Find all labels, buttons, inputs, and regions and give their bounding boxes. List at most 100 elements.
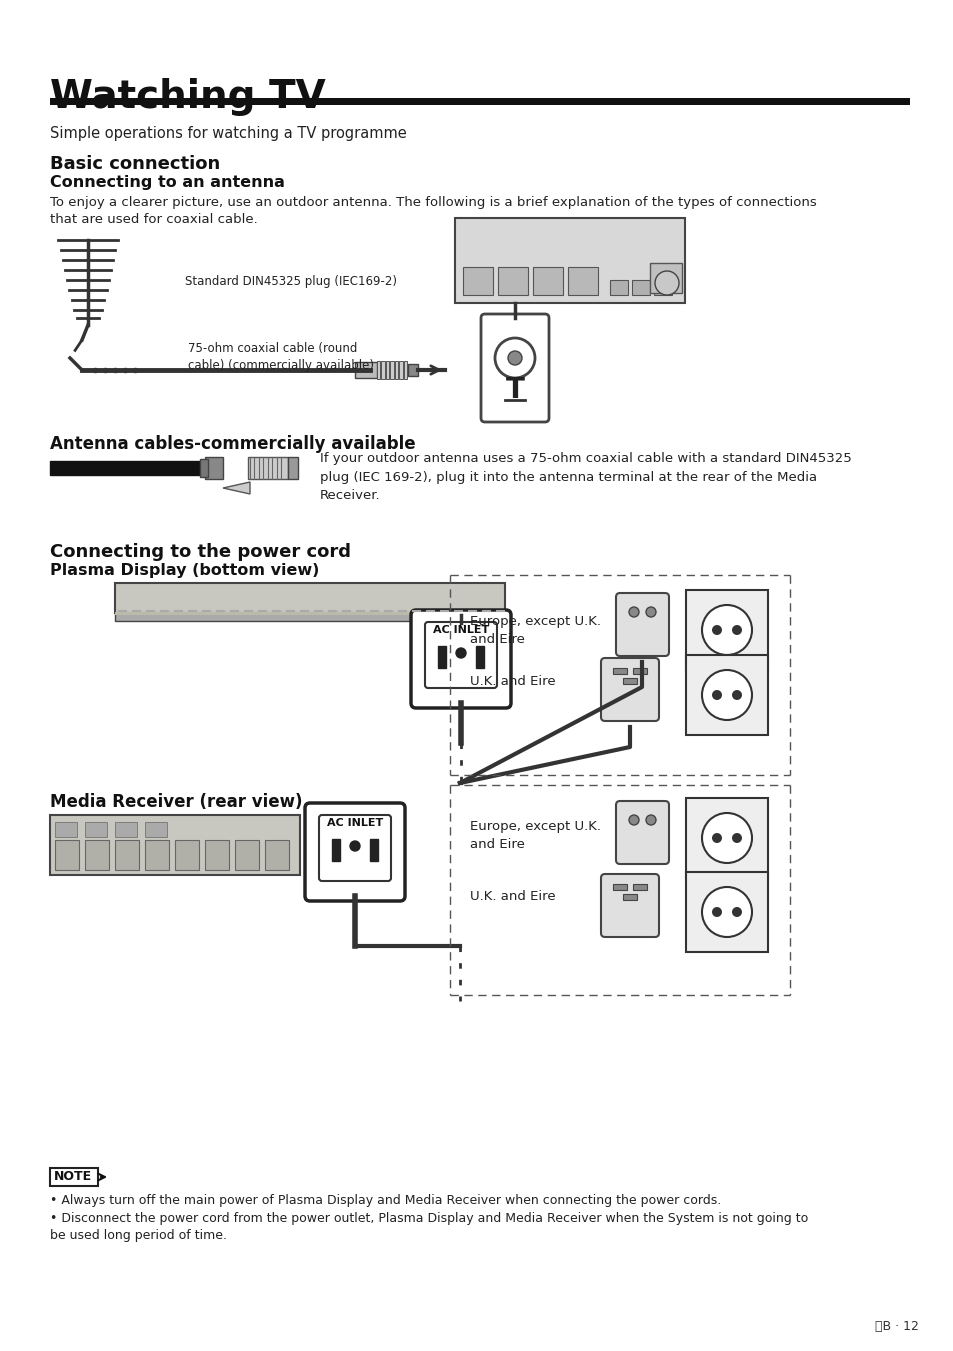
Text: • Disconnect the power cord from the power outlet, Plasma Display and Media Rece: • Disconnect the power cord from the pow… [50,1212,807,1242]
Bar [265,840,289,870]
Bar [685,590,767,670]
Circle shape [701,670,751,720]
Bar [613,884,626,890]
Circle shape [495,338,535,378]
Bar [55,840,79,870]
Bar [633,884,646,890]
Bar [115,584,504,613]
Bar [450,613,472,623]
Bar [654,280,671,295]
Bar [455,218,684,303]
Text: Connecting to the power cord: Connecting to the power cord [50,543,351,561]
FancyBboxPatch shape [424,621,497,688]
Bar [234,840,258,870]
Circle shape [711,907,721,917]
Text: Media Receiver (rear view): Media Receiver (rear view) [50,793,302,811]
Circle shape [701,605,751,655]
Bar [497,267,527,295]
Circle shape [645,815,656,825]
FancyBboxPatch shape [600,658,659,721]
Bar [403,361,407,380]
Bar [567,267,598,295]
Text: U.K. and Eire: U.K. and Eire [470,676,555,688]
FancyBboxPatch shape [600,874,659,938]
Bar [631,280,649,295]
Text: Plasma Display (bottom view): Plasma Display (bottom view) [50,563,319,578]
Circle shape [628,815,639,825]
Bar [633,667,646,674]
Bar [613,667,626,674]
Text: Europe, except U.K.
and Eire: Europe, except U.K. and Eire [470,820,600,851]
Bar [145,840,169,870]
Bar [145,821,167,838]
Circle shape [711,834,721,843]
Bar [437,646,446,667]
Bar [355,362,376,378]
FancyBboxPatch shape [616,801,668,865]
Bar [248,457,288,480]
Circle shape [701,888,751,938]
Bar [381,361,385,380]
Text: • Always turn off the main power of Plasma Display and Media Receiver when conne: • Always turn off the main power of Plas… [50,1194,720,1206]
Bar [332,839,339,861]
Bar [452,626,459,631]
Circle shape [711,626,721,635]
Text: ⒶB · 12: ⒶB · 12 [874,1320,918,1333]
Bar [115,613,504,621]
Bar [685,871,767,952]
Bar [462,267,493,295]
Text: To enjoy a clearer picture, use an outdoor antenna. The following is a brief exp: To enjoy a clearer picture, use an outdo… [50,196,816,226]
Circle shape [701,813,751,863]
Bar [370,839,377,861]
Circle shape [731,834,741,843]
Circle shape [731,690,741,700]
Bar [386,361,389,380]
Bar [622,894,637,900]
Bar [685,798,767,878]
Bar [85,840,109,870]
Bar [115,821,137,838]
Bar [55,821,77,838]
Bar [376,361,380,380]
Bar [50,99,909,105]
Bar [200,459,208,477]
Text: U.K. and Eire: U.K. and Eire [470,890,555,902]
Bar [115,840,139,870]
Text: T: T [505,376,524,404]
Bar [622,678,637,684]
Bar [85,821,107,838]
Text: Antenna cables-commercially available: Antenna cables-commercially available [50,435,416,453]
Text: Europe, except U.K.
and Eire: Europe, except U.K. and Eire [470,615,600,646]
Circle shape [628,607,639,617]
Text: AC INLET: AC INLET [433,626,489,635]
Bar [50,1169,98,1186]
FancyBboxPatch shape [305,802,405,901]
Circle shape [731,626,741,635]
Circle shape [507,351,521,365]
Bar [390,361,394,380]
Bar [395,361,398,380]
Bar [205,457,223,480]
Text: Simple operations for watching a TV programme: Simple operations for watching a TV prog… [50,126,406,141]
Text: NOTE: NOTE [54,1170,92,1183]
Text: Basic connection: Basic connection [50,155,220,173]
Bar [205,840,229,870]
Text: If your outdoor antenna uses a 75-ohm coaxial cable with a standard DIN45325
plu: If your outdoor antenna uses a 75-ohm co… [319,453,851,503]
Bar [288,457,297,480]
Circle shape [731,907,741,917]
FancyBboxPatch shape [318,815,391,881]
Text: AC INLET: AC INLET [327,817,383,828]
Bar [533,267,562,295]
Text: Standard DIN45325 plug (IEC169-2): Standard DIN45325 plug (IEC169-2) [185,276,396,288]
Bar [50,461,205,476]
Circle shape [350,842,359,851]
Bar [461,626,470,631]
FancyBboxPatch shape [616,593,668,657]
Circle shape [645,607,656,617]
Text: Watching TV: Watching TV [50,78,325,116]
Polygon shape [223,482,250,494]
Bar [50,815,299,875]
Circle shape [456,648,465,658]
Bar [399,361,402,380]
Circle shape [711,690,721,700]
